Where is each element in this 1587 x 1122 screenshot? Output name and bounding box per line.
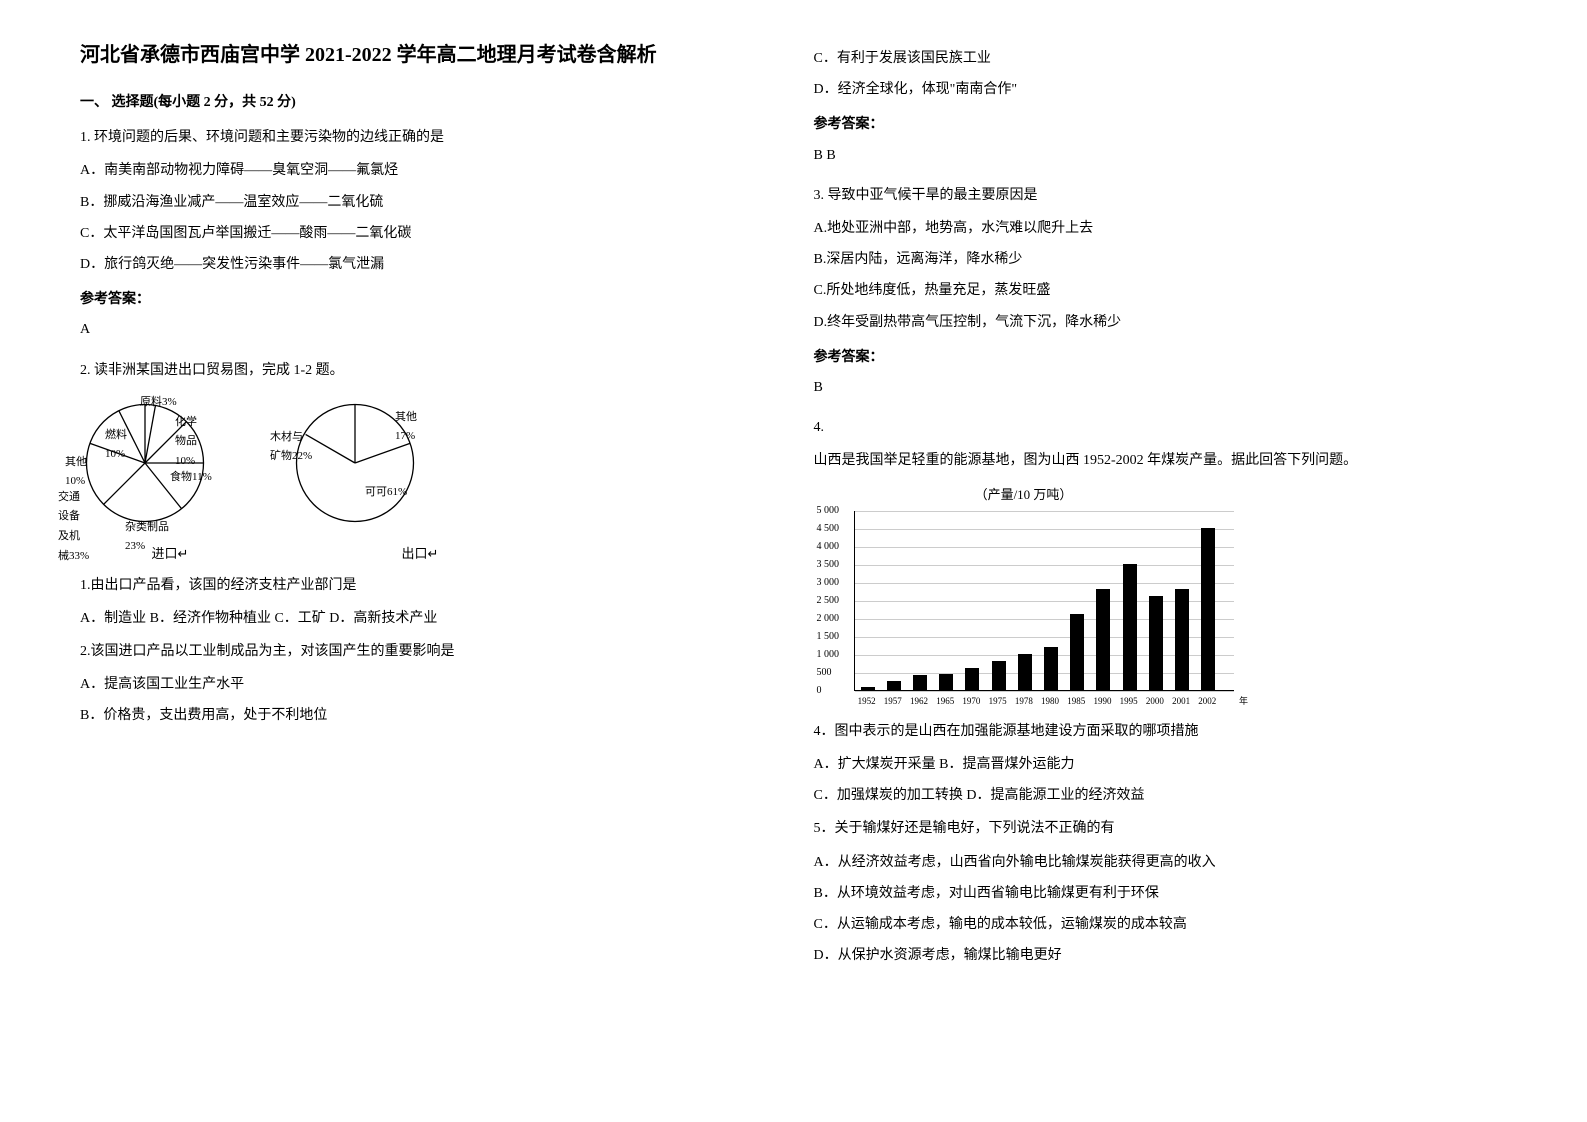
q2-sub2-d: D．经济全球化，体现"南南合作"	[814, 77, 1508, 102]
q1-option-b: B．挪威沿海渔业减产——温室效应——二氧化硫	[80, 190, 774, 215]
import-label-1: 燃料 10%	[105, 426, 127, 466]
q2-answer-label: 参考答案：	[814, 112, 1508, 137]
bar	[1175, 589, 1189, 690]
x-tick-label: 1995	[1120, 693, 1138, 709]
x-tick-label: 1985	[1067, 693, 1085, 709]
export-caption: 出口↵	[370, 542, 470, 565]
bar	[1201, 528, 1215, 690]
q3-text: 3. 导致中亚气候干旱的最主要原因是	[814, 183, 1508, 208]
q5-a: A．从经济效益考虑，山西省向外输电比输煤炭能获得更高的收入	[814, 850, 1508, 875]
y-tick-label: 4 000	[817, 538, 840, 556]
right-column: C．有利于发展该国民族工业 D．经济全球化，体现"南南合作" 参考答案： B B…	[794, 40, 1528, 1082]
y-tick-label: 1 500	[817, 628, 840, 646]
q3-option-d: D.终年受副热带高气压控制，气流下沉，降水稀少	[814, 310, 1508, 335]
y-tick-label: 3 000	[817, 574, 840, 592]
y-tick-label: 2 000	[817, 610, 840, 628]
bar	[1070, 614, 1084, 690]
exam-title: 河北省承德市西庙宫中学 2021-2022 学年高二地理月考试卷含解析	[80, 40, 774, 70]
coal-bar-chart: 05001 0001 5002 0002 5003 0003 5004 0004…	[854, 511, 1234, 691]
x-tick-label: 1978	[1015, 693, 1033, 709]
y-tick-label: 1 000	[817, 646, 840, 664]
import-label-2: 其他 10%	[65, 453, 87, 493]
bar	[1044, 647, 1058, 690]
pie-charts: 原料3% 燃料 10% 其他 10% 化学 物品 10% 食物11% 交通 设备…	[80, 398, 774, 558]
y-tick-label: 3 500	[817, 556, 840, 574]
y-tick-label: 5 000	[817, 502, 840, 520]
bar	[992, 661, 1006, 690]
q4-line2: C．加强煤炭的加工转换 D．提高能源工业的经济效益	[814, 783, 1508, 808]
q3-option-a: A.地处亚洲中部，地势高，水汽难以爬升上去	[814, 216, 1508, 241]
q5-b: B．从环境效益考虑，对山西省输电比输煤更有利于环保	[814, 881, 1508, 906]
left-column: 河北省承德市西庙宫中学 2021-2022 学年高二地理月考试卷含解析 一、 选…	[60, 40, 794, 1082]
x-tick-label: 1975	[989, 693, 1007, 709]
import-caption: 进口↵	[80, 542, 260, 565]
q5-text: 5．关于输煤好还是输电好，下列说法不正确的有	[814, 816, 1508, 841]
section-header: 一、 选择题(每小题 2 分，共 52 分)	[80, 90, 774, 115]
bar	[1096, 589, 1110, 690]
x-axis-suffix: 年	[1239, 693, 1248, 709]
q1-answer: A	[80, 317, 774, 342]
q3-option-b: B.深居内陆，远离海洋，降水稀少	[814, 247, 1508, 272]
q4-intro-text: 山西是我国举足轻重的能源基地，图为山西 1952-2002 年煤炭产量。据此回答…	[814, 448, 1508, 473]
x-tick-label: 1980	[1041, 693, 1059, 709]
x-tick-label: 1957	[884, 693, 902, 709]
bar-chart-x-labels: 1952 1957 1962 1965 1970 1975 1978 1980 1985 1990…	[854, 691, 1234, 709]
x-tick-label: 2000	[1146, 693, 1164, 709]
x-tick-label: 1962	[910, 693, 928, 709]
q2-sub2-c: C．有利于发展该国民族工业	[814, 46, 1508, 71]
q1-text: 1. 环境问题的后果、环境问题和主要污染物的边线正确的是	[80, 125, 774, 150]
q5-d: D．从保护水资源考虑，输煤比输电更好	[814, 943, 1508, 968]
bar-chart-title: （产量/10 万吨）	[814, 483, 1234, 506]
y-tick-label: 0	[817, 682, 822, 700]
q3-answer: B	[814, 375, 1508, 400]
q3-answer-label: 参考答案：	[814, 345, 1508, 370]
x-tick-label: 2001	[1172, 693, 1190, 709]
q1-option-c: C．太平洋岛国图瓦卢举国搬迁——酸雨——二氧化碳	[80, 221, 774, 246]
q2-sub1-text: 1.由出口产品看，该国的经济支柱产业部门是	[80, 573, 774, 598]
q4-text: 4．图中表示的是山西在加强能源基地建设方面采取的哪项措施	[814, 719, 1508, 744]
q1-option-d: D．旅行鸽灭绝——突发性污染事件——氯气泄漏	[80, 252, 774, 277]
export-pie-chart: 其他 17% 木材与 矿物22% 可可61% 出口↵	[290, 398, 470, 558]
bar	[1123, 564, 1137, 690]
q5-c: C．从运输成本考虑，输电的成本较低，运输煤炭的成本较高	[814, 912, 1508, 937]
x-tick-label: 1952	[858, 693, 876, 709]
bar	[965, 668, 979, 690]
q4-num: 4.	[814, 415, 1508, 440]
import-pie-chart: 原料3% 燃料 10% 其他 10% 化学 物品 10% 食物11% 交通 设备…	[80, 398, 260, 558]
x-tick-label: 1965	[936, 693, 954, 709]
export-label-1: 木材与 矿物22%	[270, 428, 312, 468]
y-tick-label: 500	[817, 664, 832, 682]
q2-sub2-b: B．价格贵，支出费用高，处于不利地位	[80, 703, 774, 728]
bar	[861, 687, 875, 690]
import-label-6: 杂类制品 23%	[125, 518, 169, 558]
bar	[939, 674, 953, 690]
import-label-3: 化学 物品 10%	[175, 413, 197, 472]
q3-option-c: C.所处地纬度低，热量充足，蒸发旺盛	[814, 278, 1508, 303]
export-label-0: 其他 17%	[395, 408, 417, 448]
x-tick-label: 2002	[1198, 693, 1216, 709]
import-label-5: 交通 设备 及机 械33%	[58, 488, 89, 567]
x-tick-label: 1970	[962, 693, 980, 709]
x-tick-label: 1990	[1093, 693, 1111, 709]
q1-option-a: A．南美南部动物视力障碍——臭氧空洞——氟氯烃	[80, 158, 774, 183]
q4-line1: A．扩大煤炭开采量 B．提高晋煤外运能力	[814, 752, 1508, 777]
bar-chart-container: （产量/10 万吨） 05001 0001 5002 0002 5003 000…	[814, 483, 1234, 708]
y-tick-label: 4 500	[817, 520, 840, 538]
q2-answer: B B	[814, 143, 1508, 168]
bar	[887, 681, 901, 690]
q2-intro: 2. 读非洲某国进出口贸易图，完成 1-2 题。	[80, 358, 774, 383]
import-label-4: 食物11%	[170, 468, 212, 488]
export-label-2: 可可61%	[365, 483, 407, 503]
bar	[1149, 596, 1163, 690]
bar	[1018, 654, 1032, 690]
bar	[913, 675, 927, 689]
import-label-0: 原料3%	[140, 393, 177, 413]
q2-sub1-options: A．制造业 B．经济作物种植业 C．工矿 D．高新技术产业	[80, 606, 774, 631]
q2-sub2-text: 2.该国进口产品以工业制成品为主，对该国产生的重要影响是	[80, 639, 774, 664]
y-tick-label: 2 500	[817, 592, 840, 610]
q1-answer-label: 参考答案：	[80, 287, 774, 312]
q2-sub2-a: A．提高该国工业生产水平	[80, 672, 774, 697]
